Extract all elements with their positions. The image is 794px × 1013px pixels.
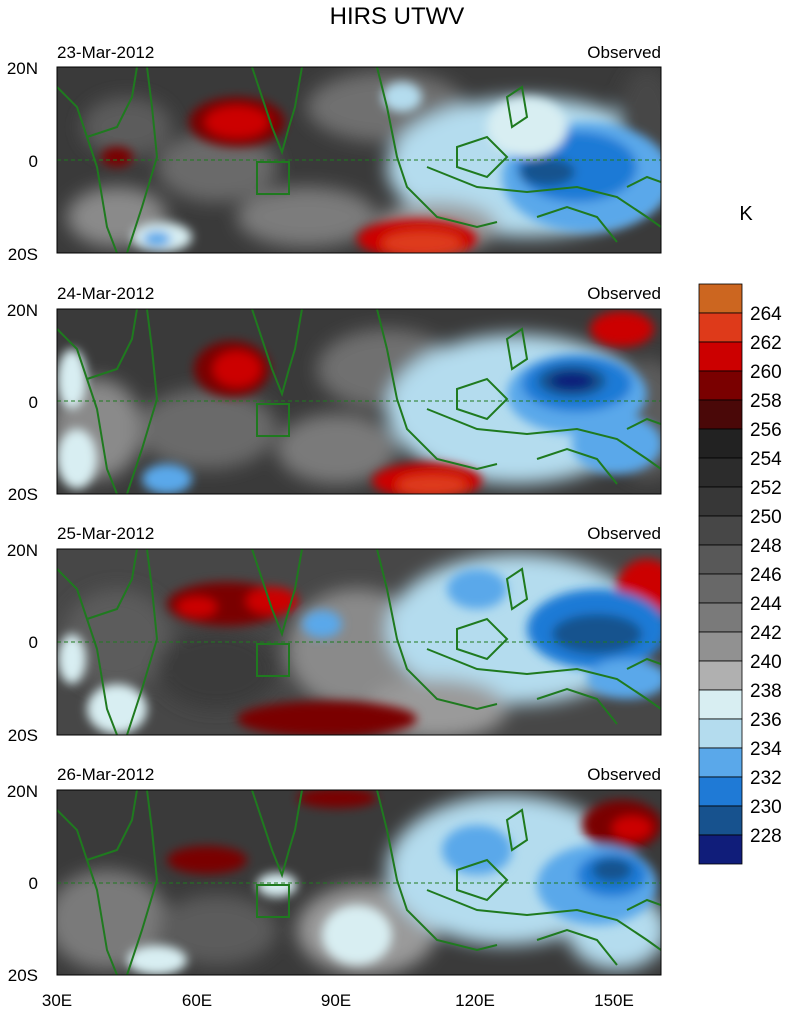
colorbar: 264 262 260 258 256 254 252 250 248 246 244 242 240 2… bbox=[698, 283, 782, 865]
colorbar-label: 242 bbox=[750, 623, 782, 644]
panel-2: 24-Mar-2012 Observed bbox=[56, 284, 662, 495]
colorbar-label: 256 bbox=[750, 420, 782, 441]
colorbar-swatch bbox=[698, 660, 743, 691]
lat-tick-label: 20S bbox=[8, 245, 38, 264]
lat-tick-label: 20S bbox=[8, 966, 38, 985]
colorbar-swatch bbox=[698, 486, 743, 517]
colorbar-swatch bbox=[698, 283, 743, 314]
lat-tick-label: 0 bbox=[29, 874, 38, 893]
colorbar-label: 240 bbox=[750, 652, 782, 673]
colorbar-label: 244 bbox=[750, 594, 782, 615]
coastlines bbox=[57, 67, 661, 253]
colorbar-swatch bbox=[698, 428, 743, 459]
panel-tag: Observed bbox=[587, 43, 661, 62]
colorbar-label: 258 bbox=[750, 391, 782, 412]
colorbar-label: 238 bbox=[750, 681, 782, 702]
contour-map bbox=[57, 549, 661, 735]
panel-tag: Observed bbox=[587, 765, 661, 784]
colorbar-swatch bbox=[698, 718, 743, 749]
colorbar-swatch bbox=[698, 747, 743, 778]
colorbar-swatch bbox=[698, 544, 743, 575]
colorbar-swatch bbox=[698, 341, 743, 372]
longitude-labels: 30E 60E 90E 120E 150E bbox=[42, 991, 634, 1010]
lat-tick-label: 20N bbox=[7, 541, 38, 560]
colorbar-label: 262 bbox=[750, 333, 782, 354]
colorbar-swatch bbox=[698, 689, 743, 720]
panel-tag: Observed bbox=[587, 284, 661, 303]
colorbar-swatch bbox=[698, 805, 743, 836]
lat-tick-label: 20S bbox=[8, 485, 38, 504]
colorbar-swatch bbox=[698, 312, 743, 343]
lon-tick-label: 90E bbox=[321, 991, 351, 1010]
panel-tag: Observed bbox=[587, 524, 661, 543]
lon-tick-label: 150E bbox=[594, 991, 634, 1010]
panel-frame bbox=[56, 66, 662, 254]
colorbar-swatch bbox=[698, 370, 743, 401]
lat-tick-label: 20N bbox=[7, 59, 38, 78]
panel-date: 24-Mar-2012 bbox=[57, 284, 154, 303]
lon-tick-label: 60E bbox=[182, 991, 212, 1010]
panel-1: 23-Mar-2012 Observed bbox=[56, 43, 662, 254]
colorbar-label: 228 bbox=[750, 826, 782, 847]
panel-frame bbox=[56, 548, 662, 736]
panel-date: 23-Mar-2012 bbox=[57, 43, 154, 62]
colorbar-label: 234 bbox=[750, 739, 782, 760]
panel-date: 26-Mar-2012 bbox=[57, 765, 154, 784]
lon-tick-label: 30E bbox=[42, 991, 72, 1010]
contour-map bbox=[57, 67, 661, 253]
colorbar-swatch bbox=[698, 776, 743, 807]
colorbar-label: 252 bbox=[750, 478, 782, 499]
colorbar-swatch bbox=[698, 573, 743, 604]
colorbar-swatch bbox=[698, 834, 743, 865]
lat-tick-label: 0 bbox=[29, 152, 38, 171]
figure-title: HIRS UTWV bbox=[330, 3, 465, 30]
latitude-labels: 20N 0 20S 20N 0 20S 20N 0 20S 20N 0 20S bbox=[7, 59, 38, 985]
colorbar-label: 264 bbox=[750, 304, 782, 325]
panel-4: 26-Mar-2012 Observed bbox=[56, 765, 662, 976]
colorbar-label: 246 bbox=[750, 565, 782, 586]
unit-label: K bbox=[739, 203, 753, 225]
lat-tick-label: 20S bbox=[8, 726, 38, 745]
colorbar-label: 260 bbox=[750, 362, 782, 383]
panel-date: 25-Mar-2012 bbox=[57, 524, 154, 543]
colorbar-swatch bbox=[698, 457, 743, 488]
colorbar-label: 250 bbox=[750, 507, 782, 528]
coastlines bbox=[57, 790, 661, 975]
lat-tick-label: 0 bbox=[29, 393, 38, 412]
lat-tick-label: 20N bbox=[7, 782, 38, 801]
coastlines bbox=[57, 549, 661, 735]
lat-tick-label: 0 bbox=[29, 633, 38, 652]
colorbar-label: 236 bbox=[750, 710, 782, 731]
colorbar-swatch bbox=[698, 602, 743, 633]
colorbar-label: 254 bbox=[750, 449, 782, 470]
colorbar-swatch bbox=[698, 515, 743, 546]
colorbar-swatch bbox=[698, 399, 743, 430]
colorbar-swatch bbox=[698, 631, 743, 662]
panel-frame bbox=[56, 308, 662, 495]
colorbar-label: 248 bbox=[750, 536, 782, 557]
contour-map bbox=[57, 309, 661, 494]
panel-3: 25-Mar-2012 Observed bbox=[56, 524, 662, 736]
coastlines bbox=[57, 309, 661, 494]
panel-frame bbox=[56, 789, 662, 976]
contour-map bbox=[57, 790, 661, 975]
colorbar-label: 232 bbox=[750, 768, 782, 789]
lon-tick-label: 120E bbox=[455, 991, 495, 1010]
colorbar-label: 230 bbox=[750, 797, 782, 818]
lat-tick-label: 20N bbox=[7, 301, 38, 320]
